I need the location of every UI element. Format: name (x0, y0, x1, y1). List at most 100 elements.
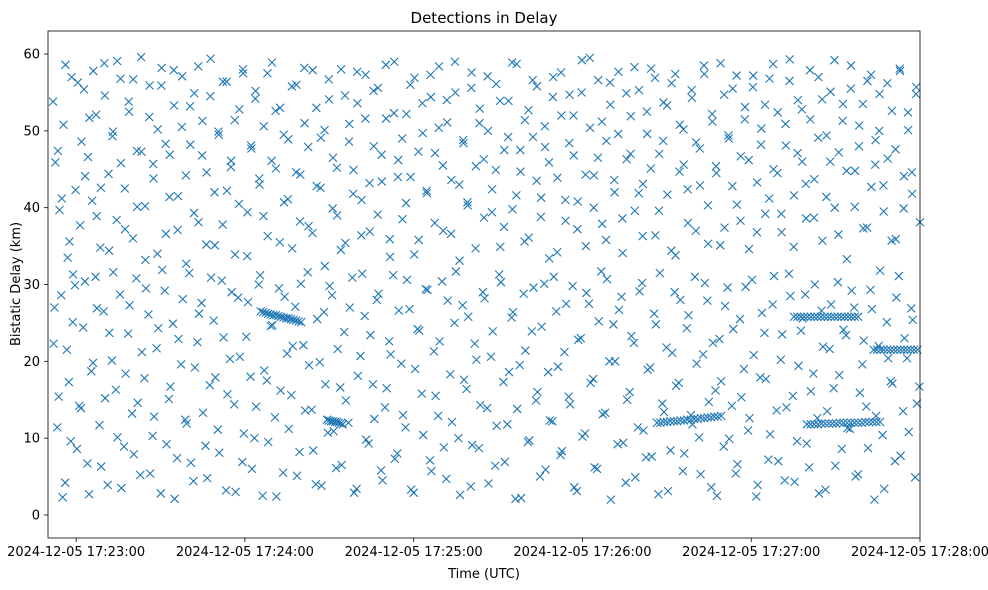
data-point (279, 130, 289, 140)
data-point (312, 314, 322, 324)
data-point (531, 396, 541, 405)
data-point (338, 419, 348, 429)
data-point (108, 267, 118, 277)
data-point (757, 308, 767, 318)
data-point (627, 331, 636, 341)
data-point (541, 465, 550, 475)
data-point (691, 137, 701, 147)
data-point (364, 439, 374, 448)
data-point (356, 351, 365, 361)
data-point (593, 153, 603, 163)
data-point (751, 492, 761, 501)
data-point (295, 170, 305, 180)
data-point (650, 230, 660, 240)
data-point (214, 130, 224, 140)
data-point (398, 410, 408, 420)
data-point (553, 362, 563, 372)
data-point (789, 242, 799, 252)
data-point (589, 171, 599, 180)
data-point (250, 433, 259, 443)
data-point (113, 432, 122, 442)
data-point (618, 438, 628, 448)
data-point (339, 327, 349, 337)
data-point (369, 141, 379, 151)
data-point (56, 290, 66, 300)
data-point (870, 160, 880, 170)
data-point (727, 181, 737, 191)
data-point (539, 279, 549, 289)
data-point (417, 389, 427, 398)
data-point (189, 208, 199, 218)
data-point (437, 277, 447, 286)
data-point (55, 205, 64, 215)
data-point (675, 167, 684, 176)
data-point (160, 286, 170, 296)
data-point (654, 149, 664, 159)
data-point (719, 90, 729, 100)
data-point (53, 146, 63, 156)
data-point (828, 419, 837, 428)
data-point (871, 135, 880, 145)
data-point (906, 345, 916, 355)
data-point (613, 129, 623, 139)
data-point (172, 453, 182, 463)
data-point (117, 483, 126, 493)
data-point (336, 245, 346, 255)
data-point (206, 54, 215, 64)
data-point (235, 352, 245, 362)
data-point (630, 472, 640, 482)
data-point (572, 486, 582, 496)
data-point (91, 110, 101, 120)
data-point (405, 80, 415, 90)
data-point (520, 346, 530, 355)
data-point (95, 420, 104, 430)
data-point (95, 243, 105, 253)
data-point (698, 350, 708, 359)
data-point (581, 170, 590, 180)
y-tick-label: 50 (23, 124, 40, 139)
data-point (91, 272, 100, 282)
data-point (242, 251, 252, 261)
data-point (810, 280, 820, 289)
data-point (376, 466, 386, 475)
data-point (728, 84, 738, 94)
data-point (874, 126, 884, 136)
data-point (769, 271, 779, 281)
data-point (889, 345, 899, 355)
data-point (707, 109, 717, 119)
data-point (198, 116, 207, 126)
data-point (850, 418, 859, 428)
data-point (507, 313, 516, 322)
data-point (822, 131, 832, 140)
data-point (683, 218, 693, 228)
data-point (883, 353, 893, 363)
data-point (781, 403, 791, 412)
data-point (168, 319, 178, 329)
data-point (88, 66, 98, 76)
data-point (657, 399, 667, 408)
data-point (752, 227, 762, 237)
data-point (222, 77, 232, 87)
data-point (715, 334, 724, 344)
data-point (357, 269, 367, 279)
data-point (295, 217, 305, 226)
data-point (304, 360, 314, 370)
data-point (304, 221, 313, 231)
data-point (296, 279, 306, 289)
data-point (414, 235, 424, 245)
data-point (127, 409, 137, 418)
data-point (389, 57, 399, 67)
data-point (361, 70, 370, 80)
data-point (573, 197, 583, 206)
data-point (156, 81, 166, 90)
data-point (104, 169, 113, 179)
data-point (641, 452, 651, 462)
data-point (484, 479, 493, 488)
data-point (862, 223, 872, 233)
data-point (238, 68, 248, 78)
data-point (153, 249, 162, 259)
data-point (806, 386, 816, 396)
data-point (92, 211, 102, 221)
data-point (596, 267, 606, 276)
data-point (120, 184, 130, 193)
